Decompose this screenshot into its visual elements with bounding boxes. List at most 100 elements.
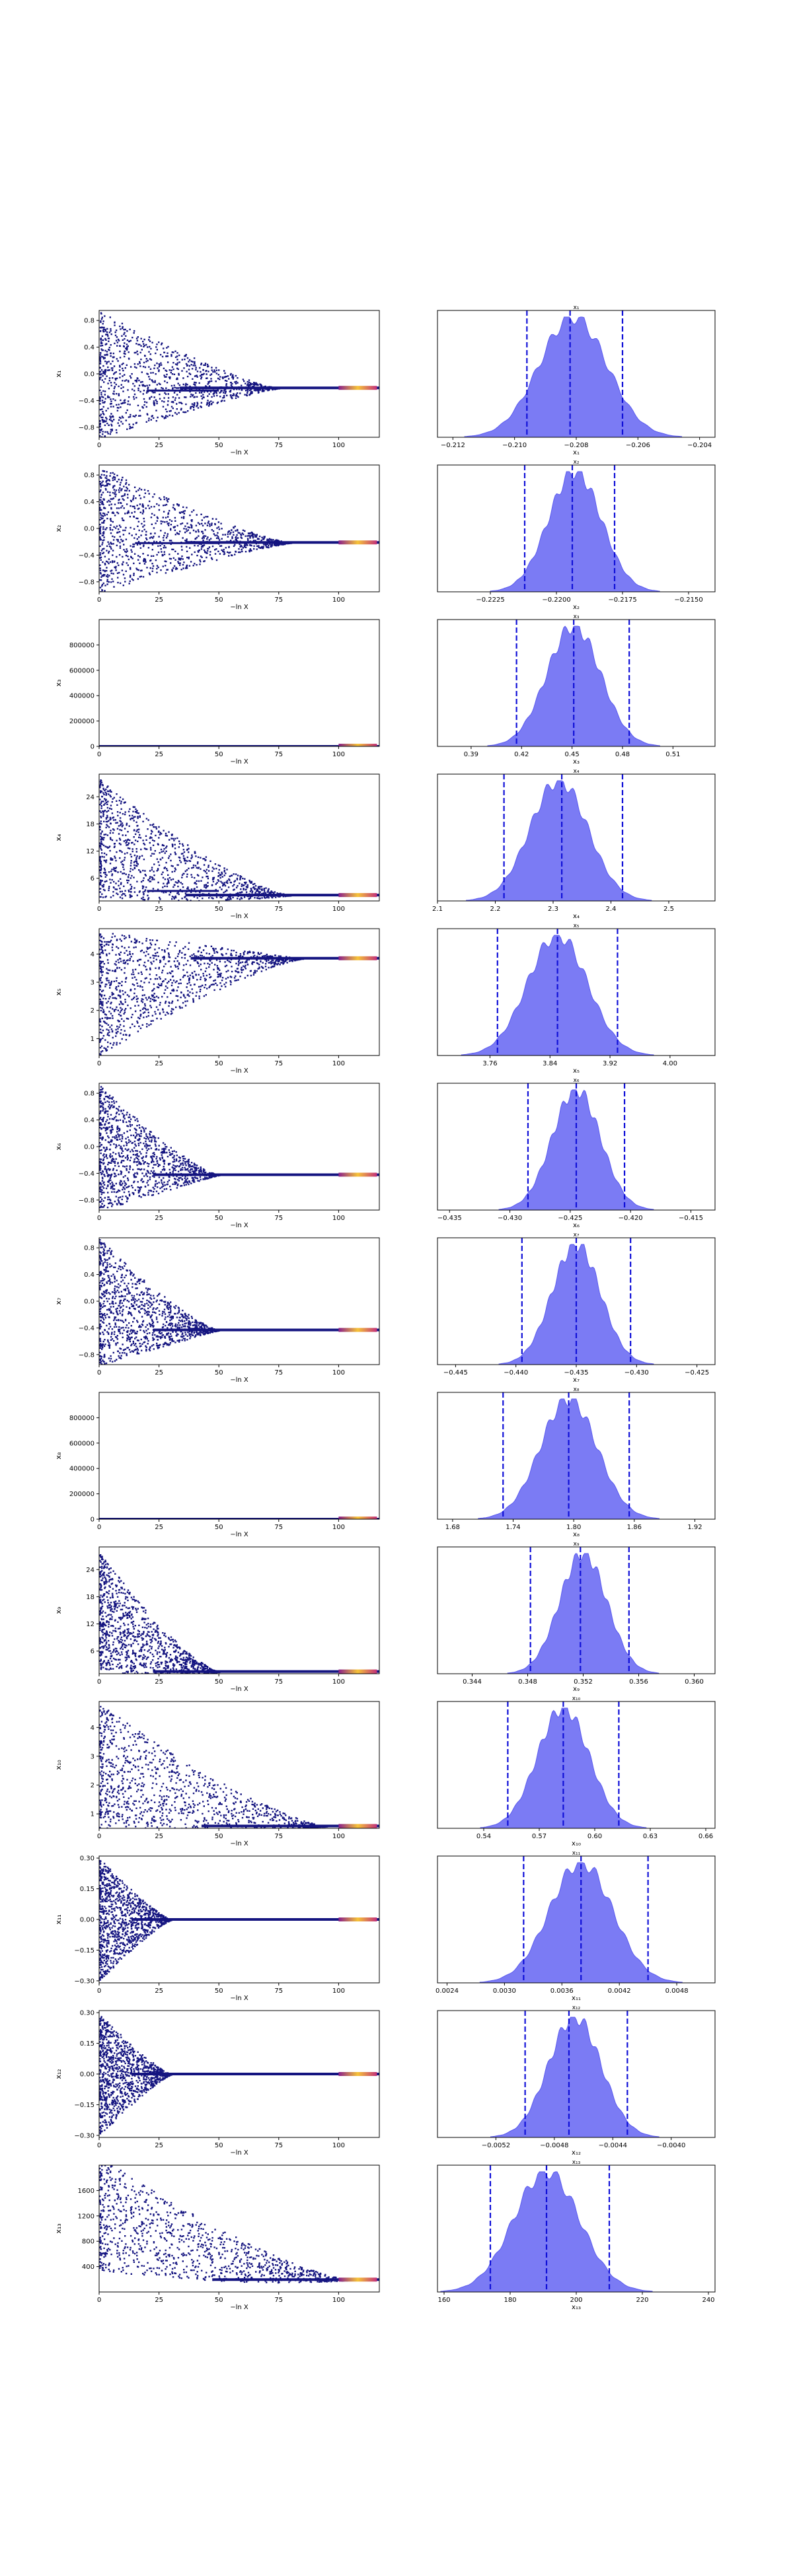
trace-hot-region-x13	[338, 2277, 377, 2282]
trace-ytick-label: 1	[91, 1811, 94, 1818]
trace-xtick-label: 100	[332, 1215, 345, 1222]
trace-xtick-label: 0	[97, 442, 101, 449]
hist-xlabel: x₆	[573, 1222, 580, 1229]
trace-ytick-label: 0.00	[80, 1917, 94, 1924]
trace-xtick-label: 25	[155, 596, 163, 604]
trace-frame-x9	[98, 1546, 380, 1674]
hist-xtick-label: 180	[504, 2297, 516, 2304]
hist-xtick-label: 3.92	[603, 1060, 617, 1067]
trace-xtick-label: 25	[155, 1833, 163, 1840]
subplot-row-x6: 0 25 50 75 100 −ln X 0.8 0.4 0.0 −0.4 −0.8 x₆ −0.435…	[54, 1077, 716, 1229]
trace-ytick-label: 0	[91, 1517, 94, 1524]
trace-ytick-label: 600000	[69, 1440, 94, 1447]
hist-top-label: x₉	[574, 1541, 580, 1548]
trace-ylabel: x₈	[54, 1452, 63, 1460]
trace-ytick-label: 1200	[78, 2213, 94, 2220]
trace-ytick-label: 6	[91, 1648, 94, 1655]
trace-ytick-label: −0.8	[79, 579, 94, 586]
trace-points-x2	[99, 470, 379, 592]
trace-ytick-label: 2	[91, 1007, 94, 1015]
hist-xtick-label: 2.3	[548, 906, 558, 913]
hist-xlabel: x₁₂	[572, 2149, 581, 2157]
trace-xtick-label: 0	[97, 1060, 101, 1067]
trace-xtick-label: 50	[215, 1524, 223, 1531]
trace-xtick-label: 75	[274, 1524, 283, 1531]
hist-xtick-label: 1.74	[506, 1524, 520, 1531]
hist-xtick-label: −0.206	[626, 442, 650, 449]
trace-ytick-label: 0.4	[84, 1271, 94, 1279]
trace-frame-x13	[98, 2165, 380, 2293]
trace-xtick-label: 75	[274, 2142, 283, 2149]
hist-xtick-label: −0.425	[558, 1215, 582, 1222]
hist-xtick-label: −0.0048	[540, 2142, 568, 2149]
trace-frame-x10	[98, 1701, 380, 1829]
trace-xtick-label: 25	[155, 2142, 163, 2149]
trace-xtick-label: 100	[332, 1987, 345, 1995]
trace-hot-region-x9	[338, 1669, 377, 1674]
hist-xtick-label: 0.0024	[435, 1987, 459, 1995]
trace-xtick-label: 75	[274, 1987, 283, 1995]
trace-ytick-label: 0.8	[84, 1091, 94, 1098]
trace-ytick-label: −0.4	[79, 1325, 94, 1332]
trace-points-x6	[99, 1086, 379, 1209]
trace-ytick-label: 0.4	[84, 344, 94, 351]
hist-frame-x12	[437, 2010, 716, 2138]
trace-scatter-x7	[99, 1239, 220, 1365]
trace-xtick-label: 25	[155, 1678, 163, 1686]
hist-xtick-label: 2.2	[490, 906, 501, 913]
trace-frame-x5	[98, 928, 380, 1056]
trace-xtick-label: 100	[332, 1678, 345, 1686]
trace-xtick-label: 50	[215, 1215, 223, 1222]
trace-xtick-label: 0	[97, 1524, 101, 1531]
hist-xtick-label: 0.352	[574, 1678, 593, 1686]
hist-xtick-label: −0.2200	[542, 596, 570, 604]
trace-xlabel: −ln X	[230, 604, 248, 611]
hist-xtick-label: 0.0036	[550, 1987, 574, 1995]
hist-xtick-label: 0.57	[532, 1833, 547, 1840]
hist-xtick-label: 0.0042	[608, 1987, 631, 1995]
trace-xlabel: −ln X	[230, 1995, 248, 2002]
trace-xtick-label: 25	[155, 751, 163, 758]
hist-xtick-label: 0.63	[643, 1833, 658, 1840]
trace-xlabel: −ln X	[230, 2304, 248, 2311]
hist-top-label: x₁	[574, 304, 580, 311]
trace-xtick-label: 0	[97, 1987, 101, 1995]
hist-xtick-label: 1.68	[445, 1524, 460, 1531]
hist-xtick-label: 220	[636, 2297, 648, 2304]
trace-xtick-label: 100	[332, 906, 345, 913]
subplot-row-x4: 0 25 50 75 100 −ln X 24 18 12 6 x₄ 2.1 2.2 2.3 2.4 2.5 x…	[54, 768, 716, 920]
hist-frame-x8	[437, 1392, 716, 1520]
trace-xtick-label: 75	[274, 2297, 283, 2304]
trace-ytick-label: 0.15	[80, 1886, 94, 1893]
hist-xtick-label: −0.204	[687, 442, 712, 449]
hist-xtick-label: −0.208	[564, 442, 588, 449]
trace-scatter-x2	[99, 470, 293, 592]
trace-ytick-label: 18	[86, 1594, 94, 1601]
trace-scatter-x13	[99, 2165, 352, 2284]
hist-xtick-label: −0.0052	[482, 2142, 510, 2149]
trace-points-x4	[99, 779, 379, 901]
hist-top-label: x₁₀	[572, 1696, 581, 1702]
subplot-row-x3: 0 25 50 75 100 −ln X 800000 600000 400000 200000 0…	[54, 614, 716, 766]
subplot-row-x1: 0 25 50 75 100 −ln X 0.8 0.4 0.0 −0.4 −0.8 x₁ −0.212…	[54, 304, 716, 456]
trace-ytick-label: 12	[86, 848, 94, 855]
trace-xtick-label: 0	[97, 2142, 101, 2149]
trace-xtick-label: 50	[215, 1987, 223, 1995]
hist-xtick-label: 0.39	[464, 751, 478, 758]
trace-ylabel: x₁₃	[54, 2223, 63, 2233]
trace-frame-x8	[98, 1392, 380, 1520]
trace-xtick-label: 50	[215, 1833, 223, 1840]
trace-hot-region-x3	[338, 744, 377, 746]
trace-ylabel: x₁₁	[54, 1914, 63, 1924]
trace-xtick-label: 75	[274, 1833, 283, 1840]
trace-points-x8	[99, 1517, 379, 1519]
trace-xtick-label: 75	[274, 751, 283, 758]
trace-xlabel: −ln X	[230, 2149, 248, 2157]
hist-xtick-label: −0.2175	[608, 596, 636, 604]
trace-points-x10	[99, 1705, 379, 1828]
trace-ylabel: x₅	[54, 989, 63, 996]
trace-ytick-label: 0.0	[84, 526, 94, 533]
trace-ytick-label: 400000	[69, 693, 94, 700]
posterior-density-x9	[507, 1553, 660, 1674]
hist-xtick-label: 200	[570, 2297, 582, 2304]
